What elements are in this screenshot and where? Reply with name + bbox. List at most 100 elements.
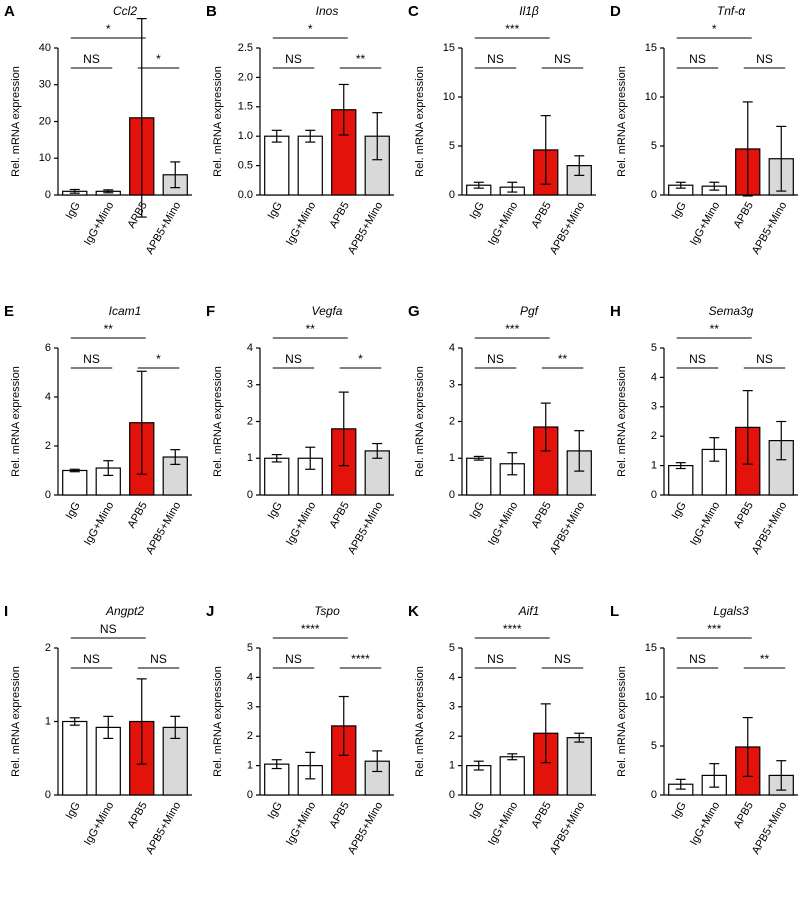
x-tick-label: IgG+Mino xyxy=(284,800,318,848)
panel-title: Sema3g xyxy=(709,304,754,318)
y-tick-label: 1 xyxy=(651,460,657,472)
y-tick-label: 20 xyxy=(39,115,51,127)
significance-label: ** xyxy=(760,652,770,666)
y-axis-label: Rel. mRNA expression xyxy=(616,366,628,477)
significance-label: ** xyxy=(710,322,720,336)
significance-label: NS xyxy=(83,652,100,666)
significance-label: *** xyxy=(505,322,519,336)
y-tick-label: 5 xyxy=(651,140,657,152)
y-tick-label: 1.0 xyxy=(238,130,253,142)
panel-letter: B xyxy=(206,3,217,20)
y-tick-label: 3 xyxy=(247,379,253,391)
y-tick-label: 1.5 xyxy=(238,101,253,113)
x-tick-label: APB5+Mino xyxy=(548,200,588,257)
panel: 0.0 0.5 1.0 1.5 2.0 2.5 IgG IgG+Mino APB5APB5+Mi… xyxy=(206,3,394,257)
x-tick-label: APB5 xyxy=(731,500,755,530)
y-tick-label: 0 xyxy=(449,189,455,201)
y-tick-label: 2.5 xyxy=(238,42,253,54)
panel-title: Inos xyxy=(316,4,339,18)
y-axis-label: Rel. mRNA expression xyxy=(616,66,628,177)
y-tick-label: 0 xyxy=(247,489,253,501)
panel-title: Vegfa xyxy=(312,304,343,318)
bar xyxy=(62,720,88,796)
y-tick-label: 0 xyxy=(45,189,51,201)
y-axis-label: Rel. mRNA expression xyxy=(10,66,22,177)
significance-label: NS xyxy=(689,52,706,66)
x-tick-label: IgG xyxy=(670,500,689,521)
significance-label: **** xyxy=(301,622,320,636)
bar xyxy=(264,135,290,196)
bar xyxy=(466,457,492,496)
significance-label: * xyxy=(156,352,161,366)
x-tick-label: APB5+Mino xyxy=(144,200,184,257)
panel-title: Angpt2 xyxy=(105,604,144,618)
y-axis-label: Rel. mRNA expression xyxy=(10,366,22,477)
y-tick-label: 0.0 xyxy=(238,189,253,201)
y-tick-label: 4 xyxy=(45,391,51,403)
y-tick-label: 1 xyxy=(247,452,253,464)
panel-letter: E xyxy=(4,303,14,320)
x-tick-label: IgG+Mino xyxy=(284,500,318,548)
y-tick-label: 30 xyxy=(39,79,51,91)
bar xyxy=(364,135,390,196)
x-tick-label: IgG xyxy=(266,200,285,221)
x-tick-label: IgG xyxy=(670,800,689,821)
significance-label: NS xyxy=(487,52,504,66)
x-tick-label: IgG+Mino xyxy=(688,200,722,248)
significance-label: NS xyxy=(100,622,117,636)
panel-title: Il1β xyxy=(519,4,539,18)
panel-letter: J xyxy=(206,603,214,620)
x-tick-label: APB5+Mino xyxy=(144,500,184,557)
x-tick-label: IgG+Mino xyxy=(486,200,520,248)
y-tick-label: 0.5 xyxy=(238,160,253,172)
significance-label: NS xyxy=(554,652,571,666)
y-tick-label: 15 xyxy=(443,42,455,54)
x-tick-label: IgG xyxy=(64,800,83,821)
x-tick-label: IgG+Mino xyxy=(284,200,318,248)
x-tick-label: IgG xyxy=(266,800,285,821)
significance-label: NS xyxy=(83,52,100,66)
x-tick-label: IgG+Mino xyxy=(486,800,520,848)
y-tick-label: 5 xyxy=(651,342,657,354)
y-tick-label: 0 xyxy=(247,789,253,801)
y-tick-label: 2 xyxy=(247,730,253,742)
bar xyxy=(297,135,323,196)
y-axis-label: Rel. mRNA expression xyxy=(414,366,426,477)
significance-label: NS xyxy=(756,352,773,366)
x-tick-label: APB5+Mino xyxy=(548,500,588,557)
x-tick-label: IgG xyxy=(64,500,83,521)
x-tick-label: APB5 xyxy=(731,200,755,230)
significance-label: ** xyxy=(558,352,568,366)
x-tick-label: IgG+Mino xyxy=(82,800,116,848)
x-tick-label: APB5 xyxy=(529,800,553,830)
x-tick-label: APB5+Mino xyxy=(346,800,386,857)
x-tick-label: APB5 xyxy=(731,800,755,830)
x-tick-label: APB5 xyxy=(125,800,149,830)
y-tick-label: 4 xyxy=(449,342,455,354)
significance-label: ** xyxy=(356,52,366,66)
y-tick-label: 1 xyxy=(247,760,253,772)
panel-title: Pgf xyxy=(520,304,540,318)
bar xyxy=(499,756,525,796)
y-tick-label: 40 xyxy=(39,42,51,54)
y-tick-label: 0 xyxy=(651,189,657,201)
y-tick-label: 4 xyxy=(449,671,455,683)
bar xyxy=(566,737,592,796)
x-tick-label: APB5 xyxy=(327,800,351,830)
y-tick-label: 6 xyxy=(45,342,51,354)
y-tick-label: 3 xyxy=(247,701,253,713)
y-tick-label: 10 xyxy=(443,91,455,103)
y-axis-label: Rel. mRNA expression xyxy=(10,666,22,777)
significance-label: NS xyxy=(150,652,167,666)
y-tick-label: 0 xyxy=(449,489,455,501)
y-tick-label: 15 xyxy=(645,42,657,54)
significance-label: NS xyxy=(83,352,100,366)
y-tick-label: 2 xyxy=(45,440,51,452)
x-tick-label: APB5 xyxy=(529,500,553,530)
